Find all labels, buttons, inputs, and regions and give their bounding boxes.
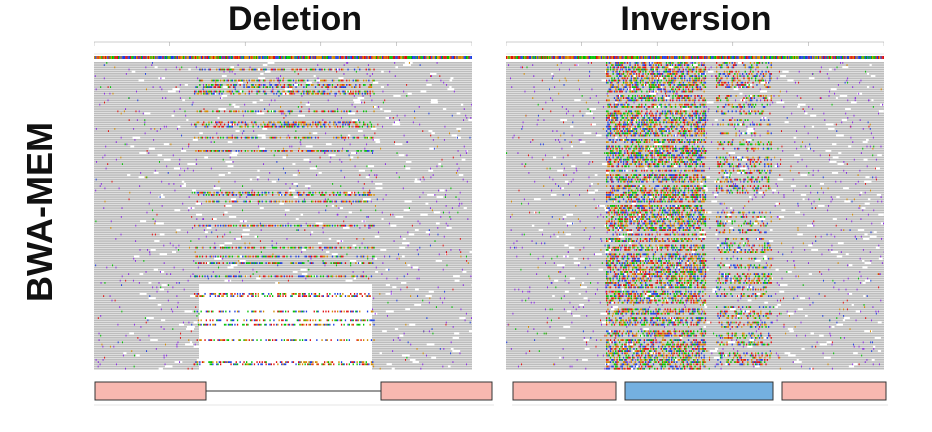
- deletion-reads-track: [94, 41, 472, 370]
- row-label-text: BWA-MEM: [19, 122, 60, 302]
- inversion-schematic: [512, 381, 888, 406]
- right-segment: [380, 381, 493, 401]
- inversion-title: Inversion: [620, 0, 772, 38]
- right-segment: [781, 381, 887, 401]
- row-label: BWA-MEM: [10, 112, 70, 312]
- inversion-reads-track: [506, 41, 884, 370]
- inverted-segment: [624, 381, 774, 401]
- inversion-alignment-panel: [506, 40, 884, 370]
- left-segment: [94, 381, 207, 401]
- deletion-title: Deletion: [227, 0, 363, 38]
- deletion-schematic: [94, 381, 494, 406]
- deletion-alignment-panel: [94, 40, 472, 370]
- left-segment: [512, 381, 617, 401]
